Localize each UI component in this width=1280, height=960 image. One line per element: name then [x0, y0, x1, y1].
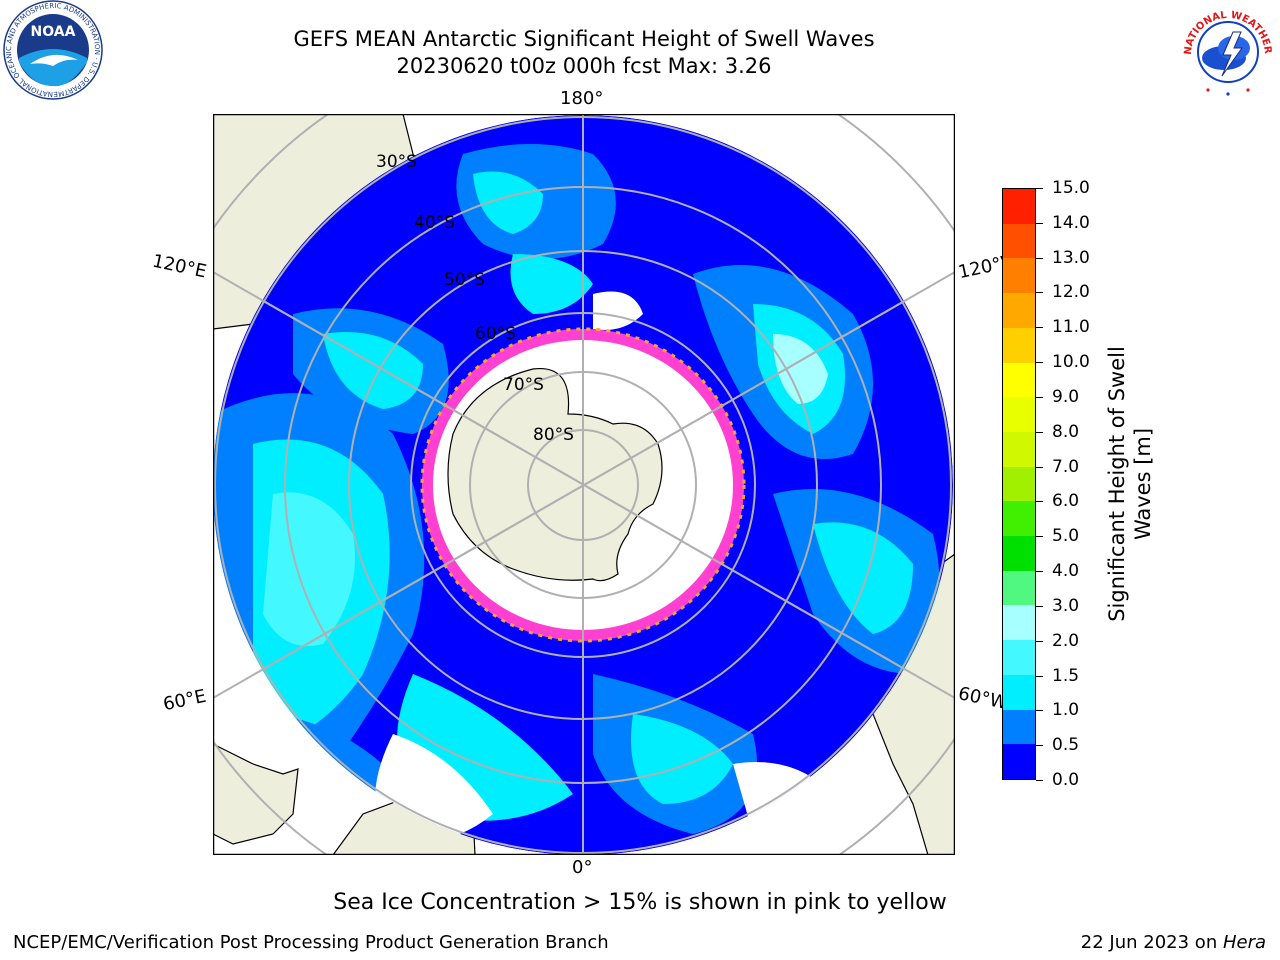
- lat-label-70s: 70°S: [503, 375, 544, 395]
- colorbar-tick-label: 6.0: [1052, 491, 1080, 512]
- colorbar-band: [1003, 744, 1035, 779]
- title-line2: 20230620 t00z 000h fcst Max: 3.26: [396, 54, 772, 78]
- colorbar-tick: [1036, 431, 1043, 433]
- lat-label-30s: 30°S: [376, 152, 417, 172]
- colorbar-tick-label: 10.0: [1052, 352, 1090, 373]
- lon-label-60e: 60°E: [161, 685, 208, 716]
- colorbar-tick-label: 0.5: [1052, 735, 1080, 756]
- colorbar-band: [1003, 189, 1035, 224]
- colorbar-tick: [1036, 675, 1043, 677]
- colorbar-band: [1003, 536, 1035, 571]
- colorbar-band: [1003, 570, 1035, 606]
- colorbar-tick-label: 5.0: [1052, 526, 1080, 547]
- colorbar-band: [1003, 293, 1035, 328]
- lat-label-60s: 60°S: [475, 324, 516, 344]
- colorbar-band: [1003, 327, 1035, 363]
- colorbar-tick-label: 9.0: [1052, 386, 1080, 407]
- colorbar-tick: [1036, 605, 1043, 607]
- colorbar-title-line2: Waves [m]: [1131, 427, 1155, 541]
- colorbar-tick: [1036, 640, 1043, 642]
- colorbar-tick: [1036, 710, 1043, 712]
- colorbar-band: [1003, 431, 1035, 467]
- lat-label-50s: 50°S: [444, 270, 485, 290]
- lat-label-80s: 80°S: [533, 425, 574, 445]
- colorbar-tick-label: 15.0: [1052, 178, 1090, 198]
- credit-host: Hera: [1222, 932, 1266, 953]
- colorbar: [1002, 188, 1036, 780]
- colorbar-band: [1003, 605, 1035, 641]
- colorbar-tick-label: 7.0: [1052, 456, 1080, 477]
- nws-logo: NATIONAL WEATHER SERVICE: [1178, 0, 1276, 98]
- colorbar-tick: [1036, 292, 1043, 294]
- colorbar-tick: [1036, 396, 1043, 398]
- noaa-wordmark: NOAA: [31, 24, 76, 40]
- colorbar-band: [1003, 397, 1035, 432]
- colorbar-tick: [1036, 257, 1043, 259]
- colorbar-title-line1: Significant Height of Swell: [1105, 346, 1129, 622]
- map-border: [213, 114, 955, 855]
- colorbar-band: [1003, 466, 1035, 502]
- noaa-logo: NATIONAL OCEANIC AND ATMOSPHERIC ADMINIS…: [2, 0, 103, 100]
- sea-ice-footnote: Sea Ice Concentration > 15% is shown in …: [333, 890, 947, 915]
- colorbar-tick-label: 0.0: [1052, 770, 1080, 790]
- colorbar-tick: [1036, 536, 1043, 538]
- colorbar-band: [1003, 258, 1035, 294]
- colorbar-band: [1003, 223, 1035, 259]
- lon-label-0: 0°: [572, 857, 593, 878]
- colorbar-band: [1003, 674, 1035, 710]
- colorbar-tick: [1036, 362, 1043, 364]
- colorbar-tick: [1036, 466, 1043, 468]
- antarctica-land: [447, 367, 663, 582]
- colorbar-tick-label: 8.0: [1052, 421, 1080, 442]
- colorbar-tick: [1036, 501, 1043, 503]
- colorbar-tick: [1036, 327, 1043, 329]
- lat-label-40s: 40°S: [414, 213, 455, 233]
- colorbar-tick: [1036, 780, 1043, 781]
- colorbar-tick: [1036, 745, 1043, 747]
- colorbar-band: [1003, 640, 1035, 675]
- colorbar-tick-label: 2.0: [1052, 630, 1080, 651]
- polar-map: [213, 114, 955, 855]
- colorbar-tick-label: 3.0: [1052, 595, 1080, 616]
- sea-ice-edge-outer: [420, 327, 746, 643]
- colorbar-tick-label: 14.0: [1052, 212, 1090, 233]
- colorbar-tick-label: 4.0: [1052, 561, 1080, 582]
- colorbar-tick-label: 12.0: [1052, 282, 1090, 303]
- credit-right: 22 Jun 2023 on Hera: [1081, 932, 1266, 953]
- colorbar-band: [1003, 709, 1035, 745]
- colorbar-tick-label: 11.0: [1052, 317, 1090, 338]
- colorbar-tick: [1036, 188, 1043, 189]
- colorbar-tick-label: 1.5: [1052, 665, 1080, 686]
- colorbar-band: [1003, 362, 1035, 398]
- colorbar-title: Significant Height of Swell Waves [m]: [1104, 346, 1156, 622]
- colorbar-tick: [1036, 222, 1043, 224]
- lon-label-180: 180°: [560, 88, 604, 109]
- graticule-outer: [213, 114, 955, 855]
- colorbar-band: [1003, 501, 1035, 537]
- title-line1: GEFS MEAN Antarctic Significant Height o…: [293, 27, 875, 51]
- colorbar-tick-label: 1.0: [1052, 700, 1080, 721]
- colorbar-tick: [1036, 571, 1043, 573]
- credit-left: NCEP/EMC/Verification Post Processing Pr…: [13, 932, 609, 953]
- colorbar-tick-label: 13.0: [1052, 247, 1090, 268]
- credit-date: 22 Jun 2023 on: [1080, 932, 1223, 953]
- map-frame: [213, 114, 955, 855]
- lon-label-120e: 120°E: [150, 250, 209, 283]
